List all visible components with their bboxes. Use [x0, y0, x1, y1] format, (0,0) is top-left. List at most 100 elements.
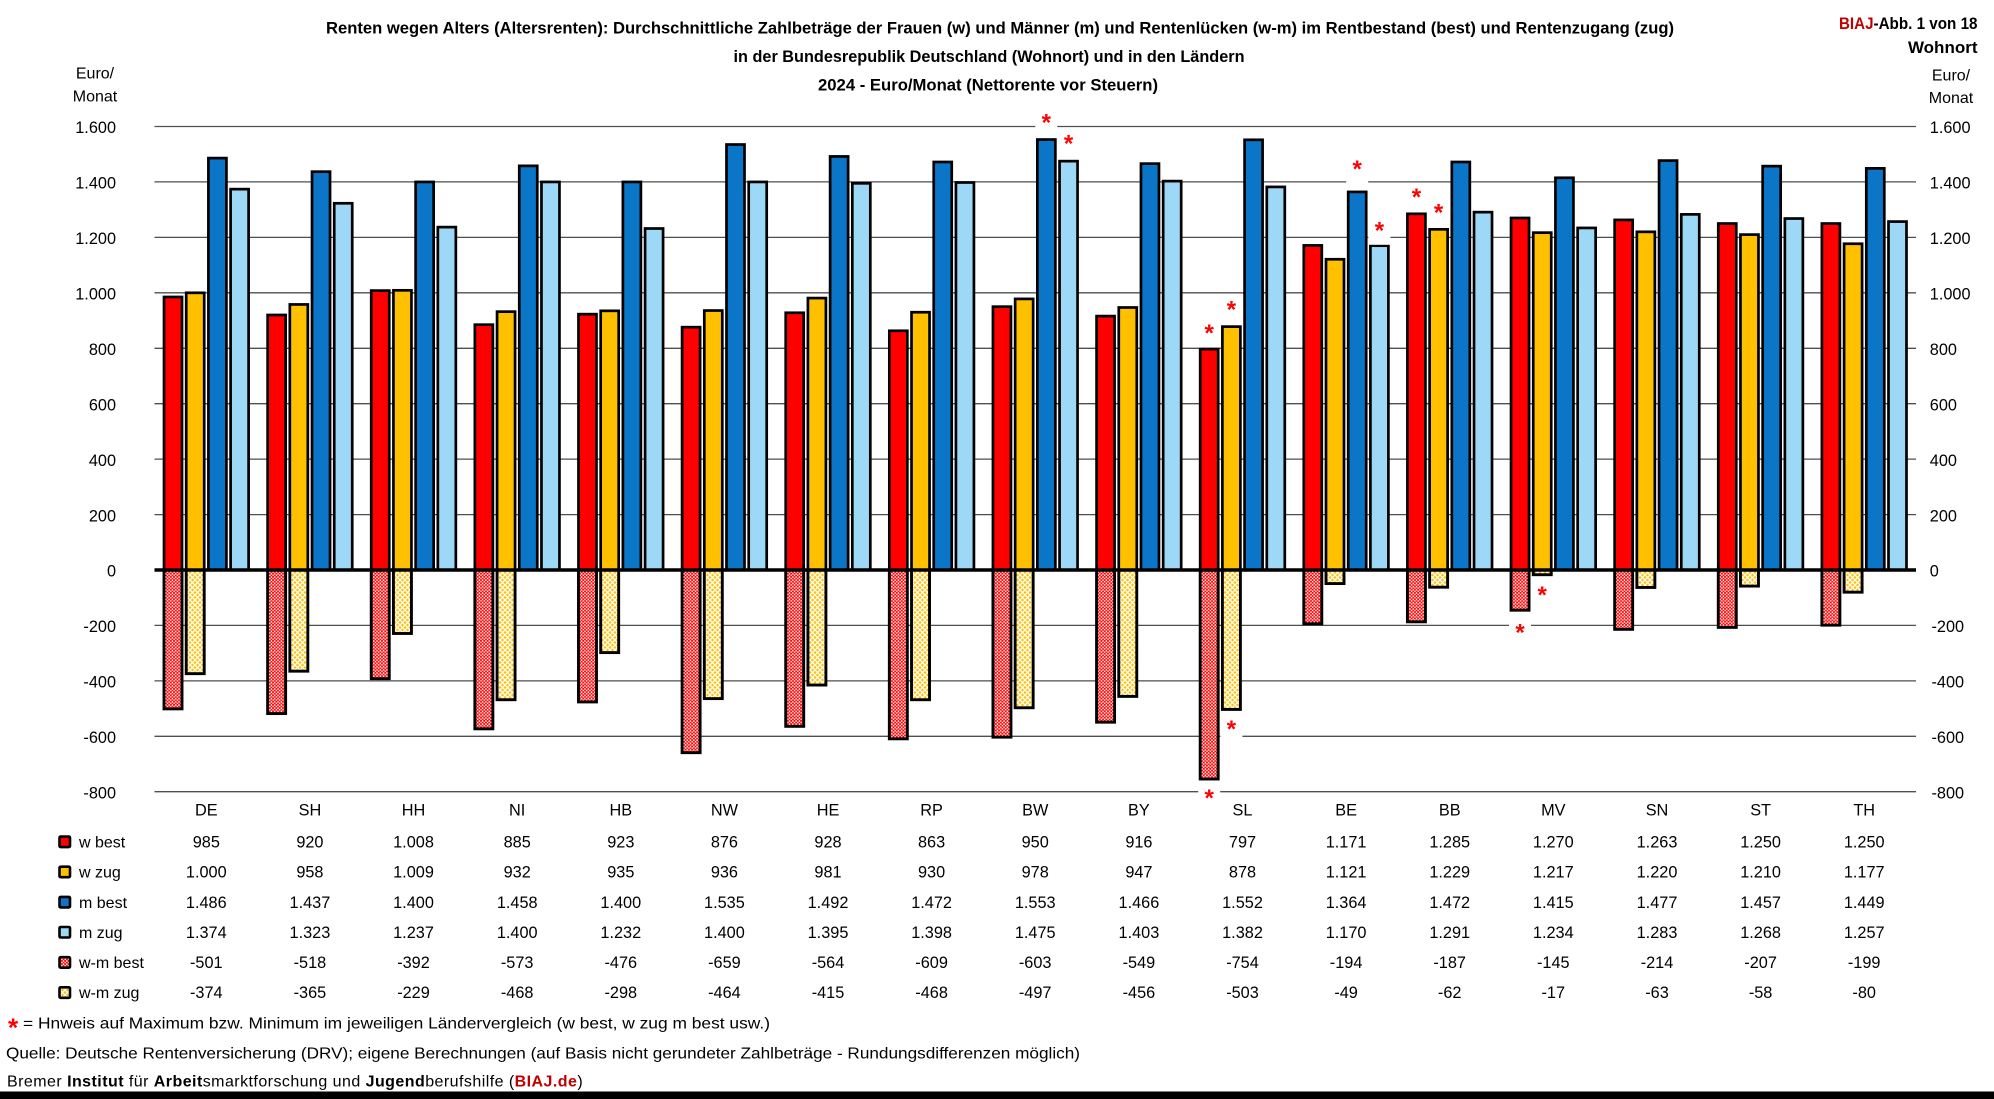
svg-text:-400: -400	[83, 674, 116, 692]
svg-text:-62: -62	[1438, 984, 1462, 1002]
svg-text:-200: -200	[1932, 618, 1965, 636]
svg-text:1.323: 1.323	[290, 924, 331, 942]
svg-text:SN: SN	[1646, 802, 1669, 820]
svg-text:-49: -49	[1334, 984, 1358, 1002]
svg-text:BY: BY	[1128, 802, 1150, 820]
svg-text:1.535: 1.535	[704, 894, 745, 912]
svg-text:1.291: 1.291	[1429, 924, 1470, 942]
svg-text:932: 932	[504, 864, 531, 882]
svg-text:1.458: 1.458	[497, 894, 538, 912]
svg-text:NW: NW	[711, 802, 739, 820]
svg-text:1.437: 1.437	[290, 894, 331, 912]
svg-text:947: 947	[1125, 864, 1152, 882]
svg-text:1.475: 1.475	[1015, 924, 1056, 942]
svg-text:-214: -214	[1641, 954, 1674, 972]
svg-text:-564: -564	[812, 954, 845, 972]
svg-text:1.200: 1.200	[1930, 230, 1971, 248]
svg-text:1.486: 1.486	[186, 894, 227, 912]
svg-text:-145: -145	[1537, 954, 1570, 972]
svg-text:400: 400	[1930, 452, 1957, 470]
svg-text:NI: NI	[509, 802, 525, 820]
svg-text:958: 958	[296, 864, 323, 882]
svg-text:-600: -600	[1932, 729, 1965, 747]
svg-text:*: *	[1538, 582, 1548, 609]
svg-text:916: 916	[1125, 834, 1152, 852]
svg-text:1.415: 1.415	[1533, 894, 1574, 912]
svg-text:-476: -476	[605, 954, 638, 972]
svg-text:1.008: 1.008	[393, 834, 434, 852]
svg-text:1.449: 1.449	[1844, 894, 1885, 912]
svg-text:SH: SH	[299, 802, 322, 820]
svg-text:1.234: 1.234	[1533, 924, 1574, 942]
svg-text:1.553: 1.553	[1015, 894, 1056, 912]
svg-text:1.600: 1.600	[1930, 119, 1971, 137]
svg-text:*: *	[1227, 297, 1237, 324]
svg-text:-415: -415	[812, 984, 845, 1002]
svg-text:1.457: 1.457	[1740, 894, 1781, 912]
svg-text:1.257: 1.257	[1844, 924, 1885, 942]
svg-text:*: *	[1434, 200, 1444, 227]
svg-text:928: 928	[814, 834, 841, 852]
svg-text:1.398: 1.398	[911, 924, 952, 942]
svg-text:-468: -468	[501, 984, 534, 1002]
svg-text:600: 600	[89, 396, 116, 414]
svg-text:*: *	[1064, 130, 1074, 157]
svg-text:800: 800	[89, 341, 116, 359]
svg-text:1.400: 1.400	[497, 924, 538, 942]
svg-text:BW: BW	[1022, 802, 1049, 820]
svg-text:*: *	[8, 1012, 19, 1042]
svg-text:1.466: 1.466	[1119, 894, 1160, 912]
svg-text:1.472: 1.472	[911, 894, 952, 912]
svg-text:1.000: 1.000	[1930, 286, 1971, 304]
svg-text:1.121: 1.121	[1326, 864, 1367, 882]
svg-text:SL: SL	[1233, 802, 1253, 820]
svg-text:1.232: 1.232	[600, 924, 641, 942]
svg-text:1.229: 1.229	[1429, 864, 1470, 882]
svg-text:1.364: 1.364	[1326, 894, 1367, 912]
svg-text:876: 876	[711, 834, 738, 852]
svg-text:RP: RP	[920, 802, 943, 820]
svg-text:1.237: 1.237	[393, 924, 434, 942]
svg-text:1.217: 1.217	[1533, 864, 1574, 882]
svg-text:0: 0	[107, 563, 116, 581]
svg-text:1.170: 1.170	[1326, 924, 1367, 942]
svg-text:1.395: 1.395	[808, 924, 849, 942]
svg-text:BIAJ: BIAJ	[1839, 14, 1874, 33]
svg-text:-497: -497	[1019, 984, 1052, 1002]
svg-text:-464: -464	[708, 984, 741, 1002]
svg-text:797: 797	[1229, 834, 1256, 852]
svg-text:1.492: 1.492	[808, 894, 849, 912]
svg-text:1.552: 1.552	[1222, 894, 1263, 912]
svg-text:HB: HB	[609, 802, 632, 820]
svg-text:-194: -194	[1330, 954, 1363, 972]
svg-text:400: 400	[89, 452, 116, 470]
svg-text:-400: -400	[1932, 674, 1965, 692]
svg-text:w zug: w zug	[78, 865, 121, 882]
svg-text:-468: -468	[915, 984, 948, 1002]
svg-text:Wohnort: Wohnort	[1908, 38, 1978, 57]
svg-text:1.200: 1.200	[75, 230, 116, 248]
svg-text:= Hnweis auf Maximum bzw. Mini: = Hnweis auf Maximum bzw. Minimum im jew…	[23, 1016, 770, 1033]
svg-text:-800: -800	[1932, 784, 1965, 802]
svg-text:m best: m best	[79, 895, 128, 912]
svg-text:1.400: 1.400	[704, 924, 745, 942]
svg-text:*: *	[1375, 218, 1385, 245]
svg-text:-58: -58	[1749, 984, 1773, 1002]
svg-text:1.250: 1.250	[1740, 834, 1781, 852]
svg-text:1.403: 1.403	[1119, 924, 1160, 942]
svg-text:Quelle: Deutsche Rentenversich: Quelle: Deutsche Rentenversicherung (DRV…	[6, 1046, 1080, 1063]
svg-text:w-m best: w-m best	[78, 955, 144, 972]
svg-text:-573: -573	[501, 954, 534, 972]
svg-text:981: 981	[814, 864, 841, 882]
svg-text:1.220: 1.220	[1637, 864, 1678, 882]
svg-text:1.285: 1.285	[1429, 834, 1470, 852]
svg-text:-17: -17	[1542, 984, 1566, 1002]
svg-text:1.210: 1.210	[1740, 864, 1781, 882]
svg-text:*: *	[1515, 619, 1525, 646]
svg-text:1.477: 1.477	[1637, 894, 1678, 912]
svg-text:*: *	[1205, 320, 1215, 347]
svg-text:1.472: 1.472	[1429, 894, 1470, 912]
svg-text:1.263: 1.263	[1637, 834, 1678, 852]
svg-text:-229: -229	[397, 984, 430, 1002]
svg-text:885: 885	[504, 834, 531, 852]
